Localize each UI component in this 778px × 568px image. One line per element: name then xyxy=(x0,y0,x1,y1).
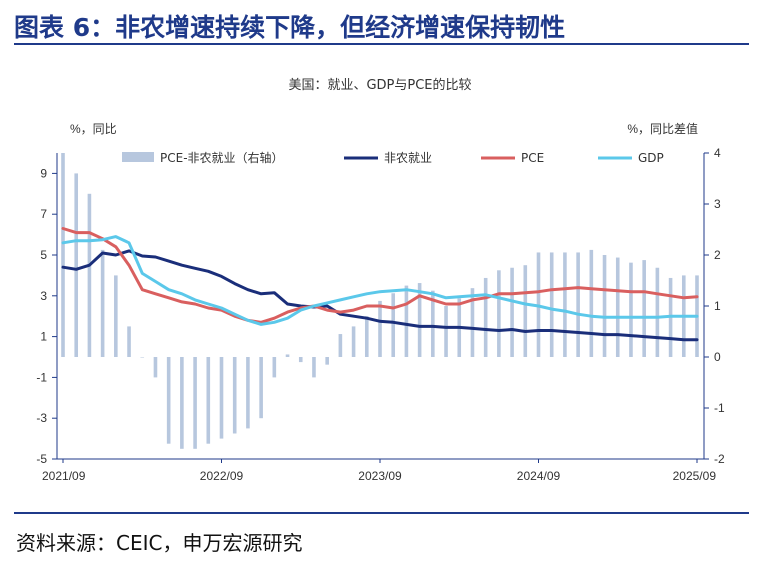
pce-minus-nonfarm-bar xyxy=(87,193,92,357)
pce-minus-nonfarm-bar xyxy=(497,270,501,357)
legend-label: PCE xyxy=(521,151,544,165)
gdp-line xyxy=(61,235,699,326)
pce-minus-nonfarm-bar xyxy=(325,357,329,365)
x-tick-label: 2024/09 xyxy=(517,469,561,483)
legend-label: 非农就业 xyxy=(384,151,432,165)
pce-minus-nonfarm-bar xyxy=(523,265,528,357)
pce-minus-nonfarm-bar xyxy=(140,357,145,358)
x-tick-label: 2022/09 xyxy=(200,469,244,483)
page-title: 图表 6：非农增速持续下降，但经济增速保持韧性 xyxy=(14,13,566,42)
legend-swatch-bar xyxy=(122,152,154,162)
pce-minus-nonfarm-bar xyxy=(444,306,448,357)
left-tick-label: -1 xyxy=(36,370,47,384)
left-tick-label: 9 xyxy=(40,166,47,180)
pce-minus-nonfarm-bar xyxy=(193,357,197,449)
pce-minus-nonfarm-bar xyxy=(642,260,646,357)
nonfarm-employment-line xyxy=(61,249,699,342)
pce-minus-nonfarm-bar xyxy=(127,326,131,357)
title-rule xyxy=(14,43,749,45)
footer-rule xyxy=(14,512,749,514)
pce-minus-nonfarm-bar xyxy=(470,288,475,357)
pce-minus-nonfarm-bar xyxy=(417,283,422,357)
right-tick-label: 1 xyxy=(714,299,721,313)
pce-minus-nonfarm-bar xyxy=(153,357,158,378)
pce-minus-nonfarm-bar xyxy=(259,357,263,419)
right-tick-label: -1 xyxy=(714,401,725,415)
pce-minus-nonfarm-bar xyxy=(563,252,567,357)
x-tick-label: 2023/09 xyxy=(358,469,402,483)
pce-minus-nonfarm-bar xyxy=(180,357,184,449)
pce-minus-nonfarm-bar xyxy=(576,252,580,357)
pce-line xyxy=(61,227,699,324)
source-note: 资料来源：CEIC，申万宏源研究 xyxy=(16,531,303,555)
pce-minus-nonfarm-bar xyxy=(615,257,620,357)
right-tick-label: 0 xyxy=(714,350,721,364)
pce-minus-nonfarm-bar xyxy=(404,285,409,357)
chart-subtitle: 美国：就业、GDP与PCE的比较 xyxy=(288,77,471,93)
left-axis-label: %，同比 xyxy=(70,122,117,136)
pce-minus-nonfarm-bar xyxy=(549,252,554,357)
right-tick-label: -2 xyxy=(714,452,725,466)
pce-minus-nonfarm-bar xyxy=(166,357,171,444)
pce-minus-nonfarm-bar xyxy=(272,357,277,378)
x-tick-label: 2021/09 xyxy=(42,469,86,483)
left-tick-label: 7 xyxy=(40,207,47,221)
right-tick-label: 2 xyxy=(714,248,721,262)
pce-minus-nonfarm-bar xyxy=(602,255,607,357)
pce-minus-nonfarm-bar xyxy=(391,293,396,357)
pce-minus-nonfarm-bar xyxy=(114,275,118,357)
pce-minus-nonfarm-bar xyxy=(100,249,105,357)
pce-minus-nonfarm-bar xyxy=(629,262,633,357)
pce-minus-nonfarm-bar xyxy=(74,173,79,357)
legend-label: PCE-非农就业（右轴） xyxy=(160,150,284,165)
right-axis-label: %，同比差值 xyxy=(627,121,698,136)
pce-minus-nonfarm-bar xyxy=(483,277,488,357)
pce-minus-nonfarm-bar xyxy=(364,316,369,357)
pce-minus-nonfarm-bar xyxy=(510,267,514,357)
pce-minus-nonfarm-bar xyxy=(655,267,660,357)
pce-minus-nonfarm-bar xyxy=(351,326,356,357)
pce-minus-nonfarm-bar xyxy=(312,357,316,378)
pce-minus-nonfarm-bar xyxy=(61,153,65,357)
left-tick-label: 5 xyxy=(40,248,47,262)
pce-minus-nonfarm-bar xyxy=(298,357,303,363)
pce-minus-nonfarm-bar xyxy=(219,357,224,439)
pce-minus-nonfarm-bar xyxy=(431,290,435,357)
pce-minus-nonfarm-bar xyxy=(285,354,290,357)
right-tick-label: 4 xyxy=(714,146,721,160)
pce-minus-nonfarm-bar xyxy=(232,357,237,434)
pce-minus-nonfarm-bar xyxy=(338,334,343,357)
left-tick-label: 3 xyxy=(40,289,47,303)
x-tick-label: 2025/09 xyxy=(673,469,717,483)
right-tick-label: 3 xyxy=(714,197,721,211)
left-tick-label: -5 xyxy=(36,452,47,466)
pce-minus-nonfarm-bar xyxy=(378,300,382,357)
pce-minus-nonfarm-bar xyxy=(589,249,594,357)
pce-minus-nonfarm-bar xyxy=(206,357,211,444)
left-tick-label: 1 xyxy=(40,330,47,344)
legend-label: GDP xyxy=(638,151,664,165)
left-tick-label: -3 xyxy=(36,411,47,425)
pce-minus-nonfarm-bar xyxy=(246,357,250,429)
